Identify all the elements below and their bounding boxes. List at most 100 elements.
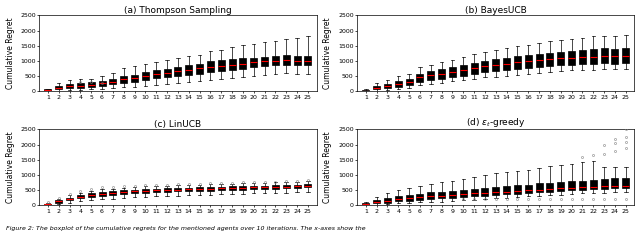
PathPatch shape xyxy=(228,186,236,190)
Text: Figure 2: The boxplot of the cumulative regrets for the mentioned agents over 10: Figure 2: The boxplot of the cumulative … xyxy=(6,226,366,231)
PathPatch shape xyxy=(579,50,586,64)
PathPatch shape xyxy=(272,185,279,189)
PathPatch shape xyxy=(88,193,95,197)
Y-axis label: Cumulative Regret: Cumulative Regret xyxy=(323,18,332,89)
PathPatch shape xyxy=(622,48,629,63)
PathPatch shape xyxy=(261,185,268,189)
PathPatch shape xyxy=(417,73,424,82)
PathPatch shape xyxy=(611,178,618,188)
PathPatch shape xyxy=(294,185,301,188)
PathPatch shape xyxy=(536,183,543,192)
PathPatch shape xyxy=(44,204,51,205)
Title: (c) LinUCB: (c) LinUCB xyxy=(154,120,202,129)
PathPatch shape xyxy=(153,188,160,192)
PathPatch shape xyxy=(283,185,290,188)
PathPatch shape xyxy=(196,64,203,74)
PathPatch shape xyxy=(196,187,203,191)
PathPatch shape xyxy=(218,60,225,71)
PathPatch shape xyxy=(239,58,246,69)
PathPatch shape xyxy=(142,189,149,193)
PathPatch shape xyxy=(142,72,149,80)
PathPatch shape xyxy=(470,189,477,196)
PathPatch shape xyxy=(395,196,402,201)
PathPatch shape xyxy=(185,65,192,75)
PathPatch shape xyxy=(66,198,73,201)
PathPatch shape xyxy=(174,188,181,191)
PathPatch shape xyxy=(163,188,170,192)
PathPatch shape xyxy=(77,195,84,198)
PathPatch shape xyxy=(207,187,214,191)
PathPatch shape xyxy=(557,182,564,191)
Y-axis label: Cumulative Regret: Cumulative Regret xyxy=(323,132,332,203)
PathPatch shape xyxy=(362,90,369,91)
PathPatch shape xyxy=(460,65,467,76)
PathPatch shape xyxy=(250,58,257,67)
PathPatch shape xyxy=(384,84,391,88)
PathPatch shape xyxy=(362,204,369,205)
PathPatch shape xyxy=(503,186,510,194)
PathPatch shape xyxy=(449,67,456,77)
PathPatch shape xyxy=(568,182,575,190)
PathPatch shape xyxy=(622,178,629,188)
PathPatch shape xyxy=(557,52,564,65)
PathPatch shape xyxy=(384,198,391,203)
PathPatch shape xyxy=(218,187,225,190)
PathPatch shape xyxy=(514,185,521,194)
PathPatch shape xyxy=(460,190,467,197)
PathPatch shape xyxy=(438,191,445,198)
PathPatch shape xyxy=(589,49,597,64)
PathPatch shape xyxy=(406,79,413,85)
Title: (d) $\epsilon_t$-greedy: (d) $\epsilon_t$-greedy xyxy=(466,116,525,129)
PathPatch shape xyxy=(406,195,413,201)
PathPatch shape xyxy=(109,79,116,84)
PathPatch shape xyxy=(185,188,192,191)
PathPatch shape xyxy=(99,192,106,196)
PathPatch shape xyxy=(525,55,532,68)
PathPatch shape xyxy=(481,188,488,196)
PathPatch shape xyxy=(66,84,73,88)
PathPatch shape xyxy=(611,49,618,64)
PathPatch shape xyxy=(88,82,95,87)
PathPatch shape xyxy=(228,59,236,70)
PathPatch shape xyxy=(272,56,279,65)
PathPatch shape xyxy=(77,83,84,88)
PathPatch shape xyxy=(131,75,138,82)
PathPatch shape xyxy=(481,61,488,73)
PathPatch shape xyxy=(514,56,521,69)
PathPatch shape xyxy=(373,86,380,89)
PathPatch shape xyxy=(589,180,597,189)
PathPatch shape xyxy=(207,61,214,72)
PathPatch shape xyxy=(547,53,554,66)
PathPatch shape xyxy=(600,49,607,63)
PathPatch shape xyxy=(55,86,62,89)
PathPatch shape xyxy=(470,63,477,74)
PathPatch shape xyxy=(395,81,402,87)
PathPatch shape xyxy=(153,70,160,78)
PathPatch shape xyxy=(174,67,181,76)
Title: (a) Thompson Sampling: (a) Thompson Sampling xyxy=(124,6,232,15)
PathPatch shape xyxy=(600,179,607,189)
PathPatch shape xyxy=(261,57,268,66)
PathPatch shape xyxy=(131,190,138,193)
PathPatch shape xyxy=(239,186,246,190)
PathPatch shape xyxy=(305,184,312,188)
PathPatch shape xyxy=(547,183,554,191)
PathPatch shape xyxy=(294,56,301,65)
PathPatch shape xyxy=(568,51,575,65)
PathPatch shape xyxy=(163,69,170,77)
PathPatch shape xyxy=(109,191,116,195)
Y-axis label: Cumulative Regret: Cumulative Regret xyxy=(6,132,15,203)
Y-axis label: Cumulative Regret: Cumulative Regret xyxy=(6,18,15,89)
PathPatch shape xyxy=(438,70,445,79)
PathPatch shape xyxy=(250,186,257,189)
PathPatch shape xyxy=(428,71,435,80)
PathPatch shape xyxy=(449,191,456,198)
PathPatch shape xyxy=(120,76,127,83)
PathPatch shape xyxy=(428,192,435,199)
PathPatch shape xyxy=(44,89,51,91)
PathPatch shape xyxy=(579,181,586,190)
PathPatch shape xyxy=(492,187,499,195)
PathPatch shape xyxy=(503,58,510,70)
PathPatch shape xyxy=(99,81,106,86)
PathPatch shape xyxy=(305,56,312,65)
